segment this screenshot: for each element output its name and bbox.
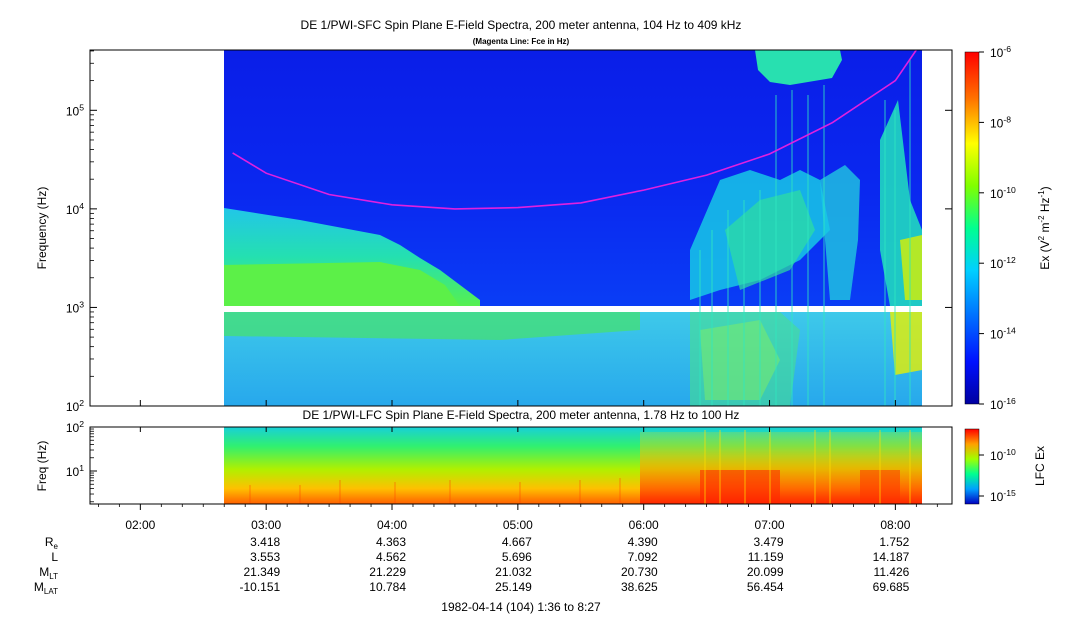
sfc-ytick-label: 105 <box>66 102 84 118</box>
sfc-cbar-tick-label: 10-6 <box>990 44 1011 60</box>
ephemeris-row-label: Re <box>45 535 59 551</box>
time-axis: 02:00 03:00 04:00 05:00 06:00 07:00 08:00 <box>97 400 938 532</box>
ephemeris-value: 20.099 <box>747 565 784 579</box>
time-tick-label: 06:00 <box>629 518 659 532</box>
lfc-spectrogram <box>224 427 922 504</box>
sfc-colorbar-label: Ex (V2 m-2 Hz-1) <box>1037 186 1052 269</box>
sfc-yaxis: 102 103 104 105 <box>66 102 952 414</box>
sfc-spectrogram <box>224 50 922 406</box>
ephemeris-value: -10.151 <box>239 580 280 594</box>
time-tick-label: 08:00 <box>880 518 910 532</box>
ephemeris-value: 3.479 <box>754 535 784 549</box>
lfc-cbar-tick-label: 10-15 <box>990 488 1016 504</box>
sfc-cbar-tick-label: 10-14 <box>990 326 1016 342</box>
lfc-yaxis: 102 101 <box>66 419 97 503</box>
ephemeris-value: 4.363 <box>376 535 406 549</box>
sfc-plot: 102 103 104 105 Frequency (Hz) <box>35 49 953 414</box>
ephemeris-table: Re 3.418 4.363 4.667 4.390 3.479 1.752 L 3.553 4.… <box>34 535 910 596</box>
ephemeris-value: 4.390 <box>628 535 658 549</box>
lfc-colorbar-label: LFC Ex <box>1033 446 1047 486</box>
ephemeris-value: 14.187 <box>873 550 910 564</box>
sfc-cbar-tick-label: 10-16 <box>990 396 1016 412</box>
ephemeris-value: 3.418 <box>250 535 280 549</box>
ephemeris-value: 38.625 <box>621 580 658 594</box>
sfc-minor-ticks <box>90 50 94 377</box>
sfc-subtitle: (Magenta Line: Fce in Hz) <box>473 37 570 46</box>
fce-line <box>232 49 917 210</box>
sfc-cbar-tick-label: 10-12 <box>990 255 1016 271</box>
ephemeris-value: 3.553 <box>250 550 280 564</box>
ephemeris-value: 7.092 <box>628 550 658 564</box>
ephemeris-row-label: MLT <box>39 565 58 581</box>
time-tick-label: 07:00 <box>755 518 785 532</box>
ephemeris-value: 5.696 <box>502 550 532 564</box>
ephemeris-value: 11.159 <box>748 550 784 564</box>
lfc-ytick-label: 102 <box>66 419 84 435</box>
sfc-plot-frame <box>89 49 953 407</box>
sfc-ytick-label: 103 <box>66 299 84 315</box>
sfc-ytick-label: 102 <box>66 398 84 414</box>
lfc-plot-frame <box>89 426 953 505</box>
lfc-title: DE 1/PWI-LFC Spin Plane E-Field Spectra,… <box>303 408 740 422</box>
ephemeris-row-label: MLAT <box>34 580 58 596</box>
ephemeris-value: 69.685 <box>873 580 910 594</box>
lfc-colorbar: 10-10 10-15 LFC Ex <box>964 428 1047 505</box>
ephemeris-value: 4.667 <box>502 535 532 549</box>
sfc-cbar-tick-label: 10-8 <box>990 114 1011 130</box>
ephemeris-value: 21.349 <box>243 565 280 579</box>
ephemeris-value: 56.454 <box>747 580 784 594</box>
sfc-colorbar: 10-6 10-8 10-10 10-12 10-14 10-16 Ex (V2 m-2 … <box>964 44 1052 412</box>
receiver-gap <box>224 306 922 312</box>
sfc-title: DE 1/PWI-SFC Spin Plane E-Field Spectra,… <box>301 18 742 32</box>
lfc-colorbar-ticks: 10-10 10-15 <box>979 447 1016 504</box>
time-tick-label: 02:00 <box>125 518 155 532</box>
footer-date-range: 1982-04-14 (104) 1:36 to 8:27 <box>441 600 601 614</box>
sfc-ytick-label: 104 <box>66 201 84 217</box>
ephemeris-value: 1.752 <box>879 535 909 549</box>
time-tick-label: 04:00 <box>377 518 407 532</box>
ephemeris-value: 10.784 <box>369 580 406 594</box>
ephemeris-value: 11.426 <box>874 565 910 579</box>
lfc-ylabel: Freq (Hz) <box>35 441 49 492</box>
ephemeris-value: 20.730 <box>621 565 658 579</box>
time-tick-label: 03:00 <box>251 518 281 532</box>
ephemeris-value: 25.149 <box>495 580 532 594</box>
lfc-cbar-tick-label: 10-10 <box>990 447 1016 463</box>
ephemeris-value: 4.562 <box>376 550 406 564</box>
ephemeris-row-label: L <box>51 550 58 564</box>
sfc-ylabel: Frequency (Hz) <box>35 187 49 270</box>
time-tick-label: 05:00 <box>503 518 533 532</box>
ephemeris-value: 21.032 <box>495 565 532 579</box>
lfc-plot: 102 101 Freq (Hz) <box>35 419 953 505</box>
ephemeris-value: 21.229 <box>369 565 406 579</box>
lfc-ytick-label: 101 <box>66 463 84 479</box>
sfc-colorbar-ticks: 10-6 10-8 10-10 10-12 10-14 10-16 <box>979 44 1016 412</box>
sfc-cbar-tick-label: 10-10 <box>990 185 1016 201</box>
